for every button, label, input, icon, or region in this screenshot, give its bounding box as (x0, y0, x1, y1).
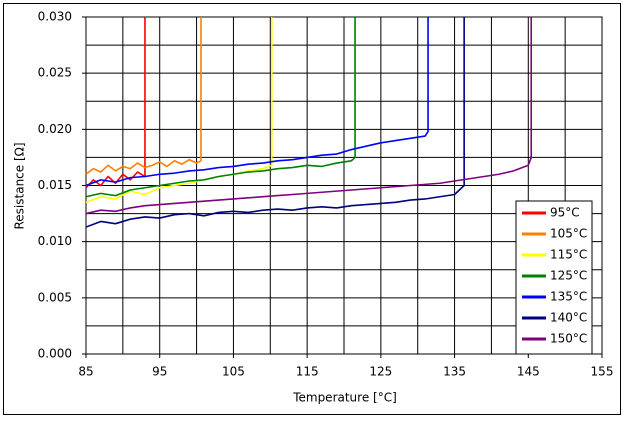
y-axis-label: Resistance [Ω] (13, 142, 27, 229)
x-tick-label: 105 (222, 365, 245, 379)
legend-label: 135°C (550, 290, 587, 304)
legend-label: 95°C (550, 206, 580, 220)
y-tick-label: 0.010 (38, 234, 72, 248)
x-tick-label: 155 (591, 365, 614, 379)
legend-label: 105°C (550, 227, 587, 241)
y-tick-label: 0.005 (38, 290, 72, 304)
legend-label: 125°C (550, 269, 587, 283)
x-axis-label: Temperature [°C] (292, 391, 397, 405)
series-line (85, 17, 356, 198)
series-line (85, 17, 429, 187)
x-tick-label: 145 (517, 365, 540, 379)
series-line (85, 17, 146, 189)
series-line (85, 17, 202, 175)
x-tick-label: 85 (78, 365, 93, 379)
x-tick-label: 115 (296, 365, 319, 379)
series-line (85, 17, 533, 215)
y-tick-label: 0.030 (38, 10, 72, 24)
y-tick-label: 0.020 (38, 122, 72, 136)
x-tick-label: 135 (443, 365, 466, 379)
series-line (85, 17, 273, 204)
legend-label: 140°C (550, 311, 587, 325)
legend-label: 150°C (550, 332, 587, 346)
y-tick-label: 0.015 (38, 178, 72, 192)
y-tick-label: 0.025 (38, 66, 72, 80)
legend-label: 115°C (550, 248, 587, 262)
series-line (85, 17, 465, 228)
x-tick-label: 95 (152, 365, 167, 379)
x-tick-label: 125 (369, 365, 392, 379)
y-tick-label: 0.000 (38, 347, 72, 361)
